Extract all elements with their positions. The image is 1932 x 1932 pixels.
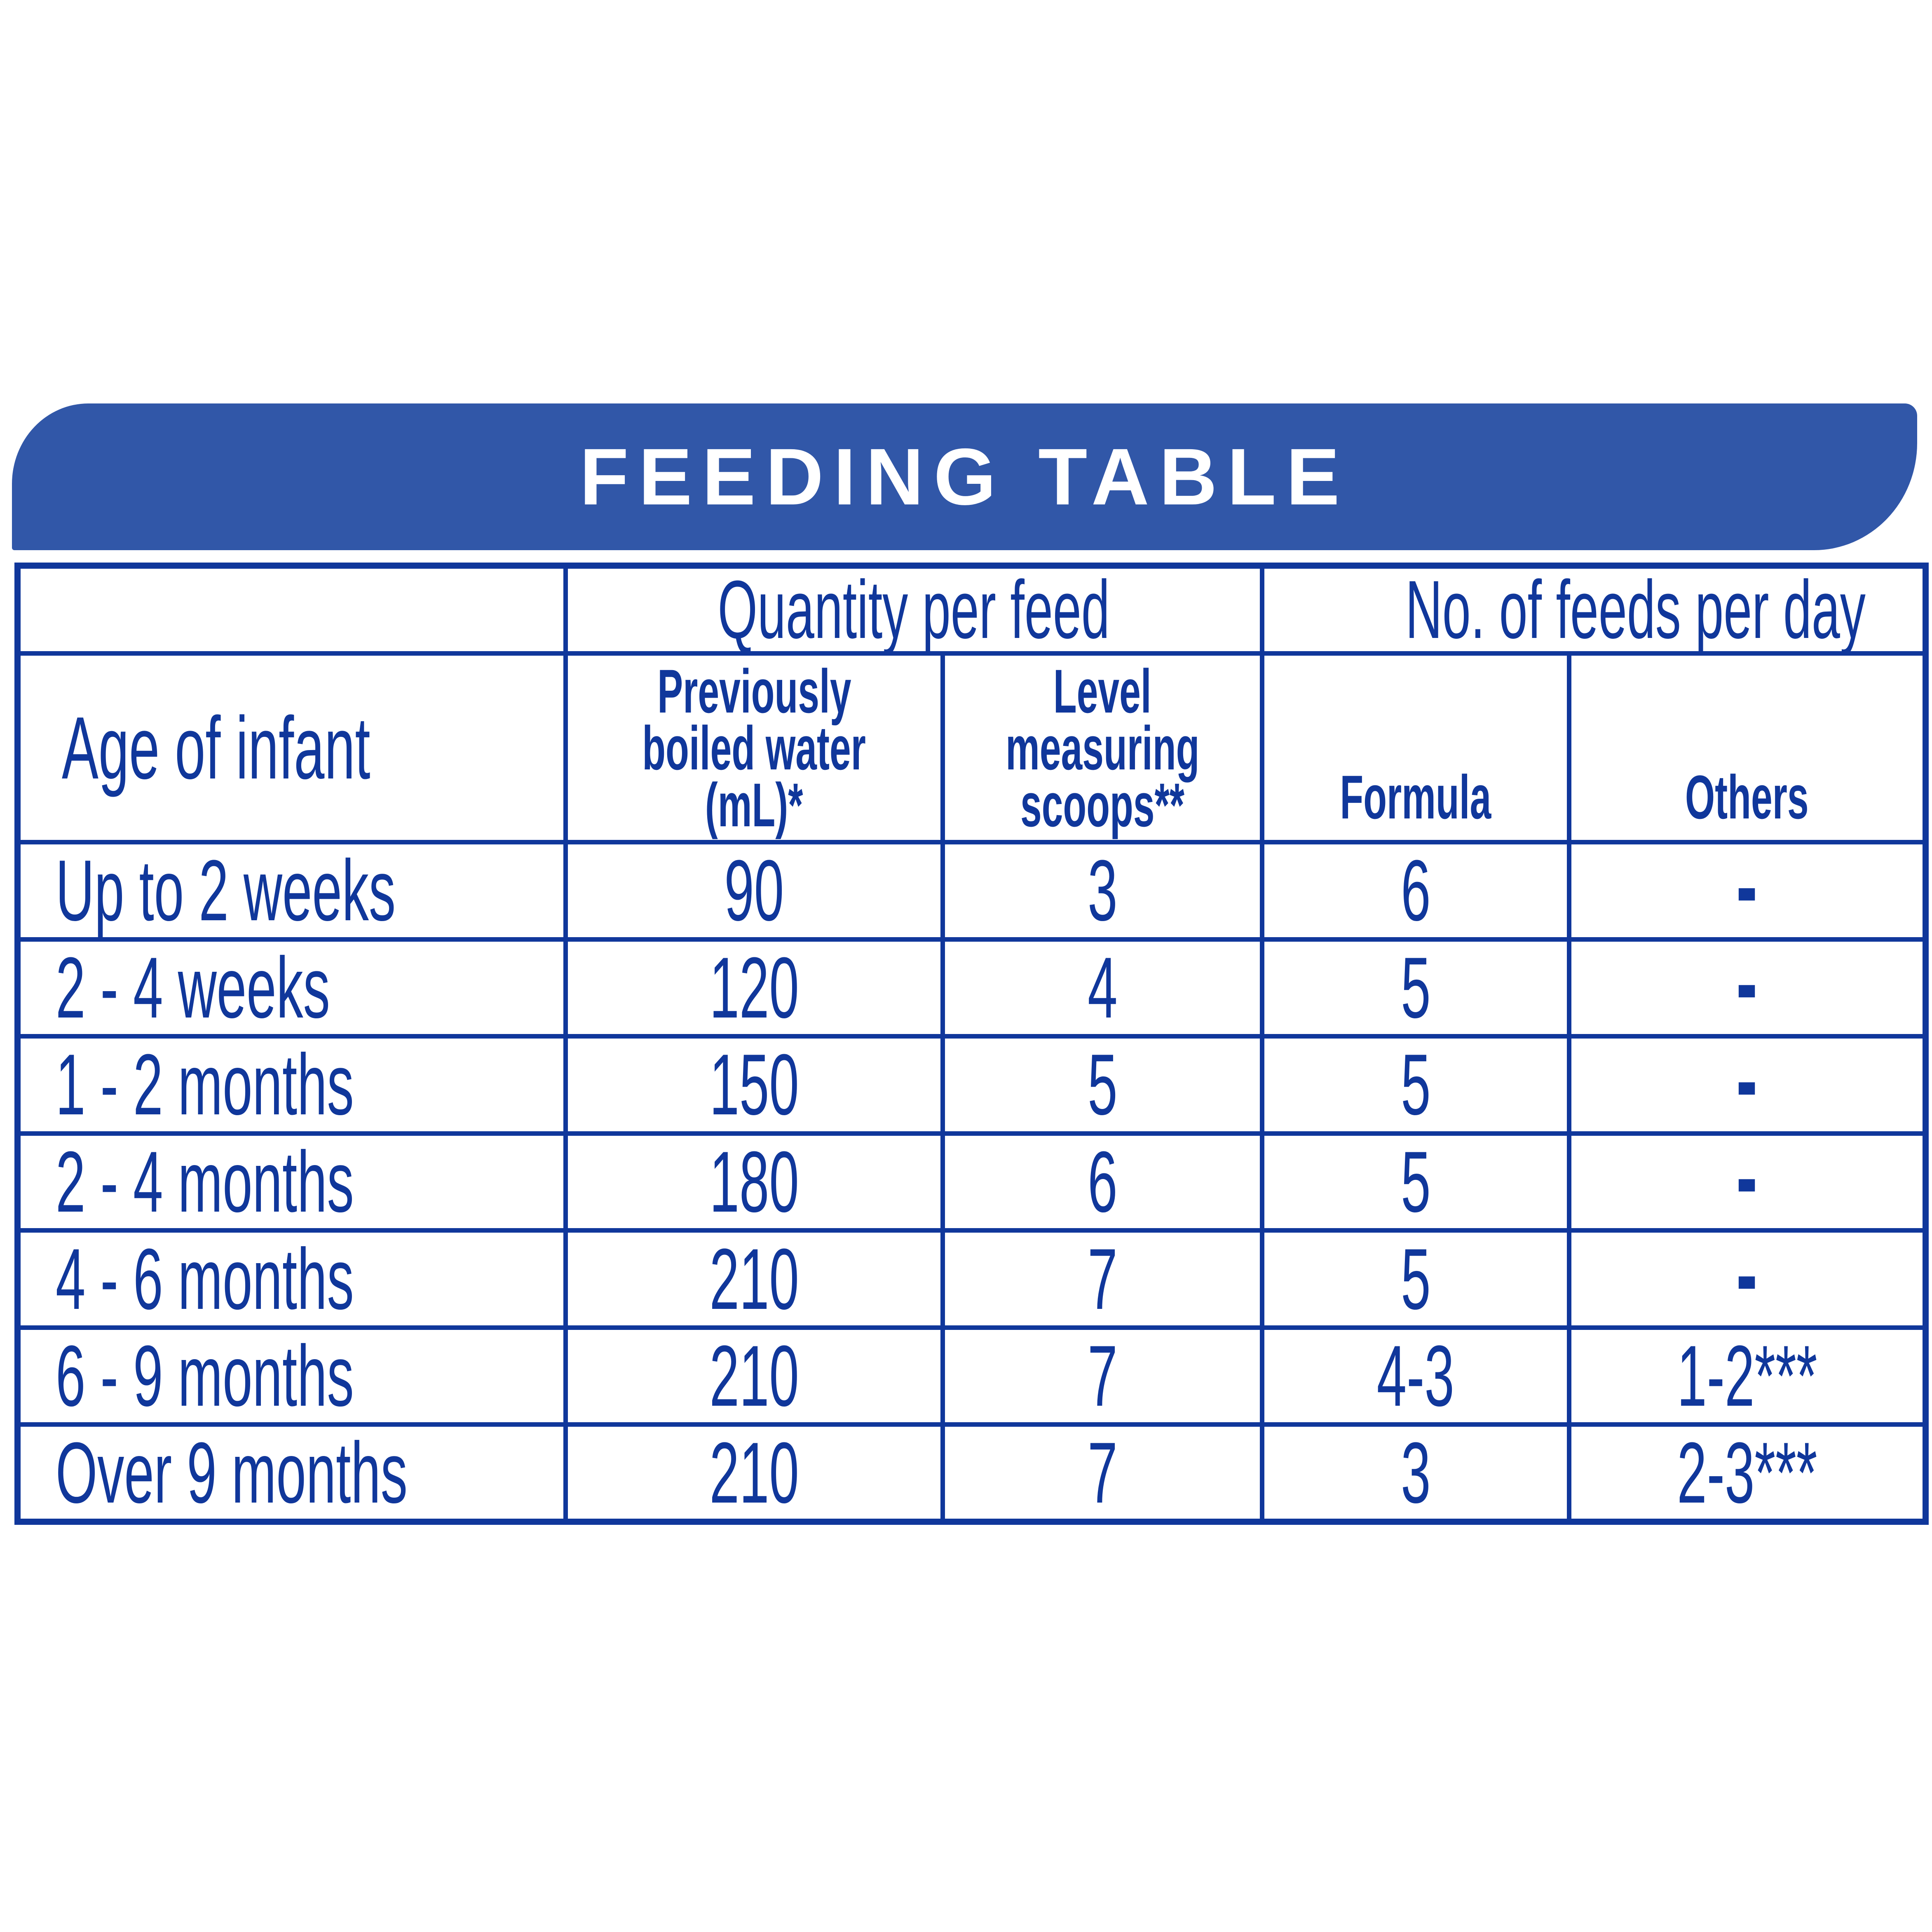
cell-value: 4 [1087,939,1118,1036]
cell-others: 1-2*** [1566,1325,1928,1427]
cell-value: - [1736,1230,1758,1328]
cell-water: 180 [563,1131,945,1233]
cell-age: Up to 2 weeks [15,840,568,942]
cell-value: 7 [1087,1327,1118,1425]
cell-value: 6 - 9 months [56,1327,354,1425]
cell-others: - [1566,1131,1928,1233]
cell-scoops: 6 [940,1131,1264,1233]
header-line: measuring [1005,713,1200,783]
table-row: 1 - 2 months 150 5 5 - [15,1034,1928,1136]
table-row: 4 - 6 months 210 7 5 - [15,1228,1928,1330]
cell-value: 5 [1400,939,1431,1036]
banner: FEEDING TABLE [12,403,1917,550]
cell-others: 2-3*** [1566,1422,1928,1524]
column-header-row: Age of infant Previously boiled water (m… [15,651,1928,844]
cell-formula: 5 [1260,937,1571,1039]
header-line: Level [1053,656,1151,726]
table-row: 6 - 9 months 210 7 4-3 1-2*** [15,1325,1928,1427]
table-row: 2 - 4 months 180 6 5 - [15,1131,1928,1233]
cell-value: 4-3 [1376,1327,1455,1425]
cell-water: 210 [563,1228,945,1330]
cell-value: 2 - 4 weeks [56,939,330,1036]
cell-others: - [1566,1034,1928,1136]
page-title: FEEDING TABLE [579,431,1350,522]
column-header-formula: Formula [1260,651,1571,844]
cell-value: Over 9 months [56,1424,408,1521]
table-row: Over 9 months 210 7 3 2-3*** [15,1422,1928,1524]
cell-scoops: 3 [940,840,1264,942]
cell-value: 6 [1087,1133,1118,1230]
cell-value: 3 [1400,1424,1431,1521]
cell-formula: 5 [1260,1228,1571,1330]
cell-value: 2 - 4 months [56,1133,354,1230]
table-body: Up to 2 weeks 90 3 6-2 - 4 weeks 120 4 5-1 - 2… [15,840,1928,1524]
cell-value: 1 - 2 months [56,1036,354,1133]
cell-scoops: 7 [940,1228,1264,1330]
cell-value: 180 [709,1133,799,1230]
cell-value: 5 [1087,1036,1118,1133]
header-line: (mL)* [705,770,803,839]
cell-scoops: 5 [940,1034,1264,1136]
cell-value: 150 [709,1036,799,1133]
cell-others: - [1566,840,1928,942]
cell-formula: 3 [1260,1422,1571,1524]
column-header-water: Previously boiled water (mL)* [563,651,945,844]
cell-value: 5 [1400,1036,1431,1133]
cell-others: - [1566,937,1928,1039]
group-header-row: Quantity per feed No. of feeds per day [15,563,1928,656]
cell-value: 7 [1087,1424,1118,1521]
cell-value: - [1736,939,1758,1036]
cell-age: 6 - 9 months [15,1325,568,1427]
corner-cell [15,563,568,656]
header-line: boiled water [642,713,866,783]
column-header-age: Age of infant [15,651,568,844]
cell-value: 1-2*** [1676,1327,1817,1425]
table-row: Up to 2 weeks 90 3 6 - [15,840,1928,942]
cell-value: - [1736,1133,1758,1231]
header-line: scoops** [1020,770,1184,839]
cell-value: - [1736,1036,1758,1134]
cell-value: 4 - 6 months [56,1230,354,1327]
cell-age: 4 - 6 months [15,1228,568,1330]
table-row: 2 - 4 weeks 120 4 5 - [15,937,1928,1039]
cell-age: 2 - 4 months [15,1131,568,1233]
cell-water: 210 [563,1422,945,1524]
cell-age: Over 9 months [15,1422,568,1524]
cell-value: 210 [709,1230,799,1327]
cell-formula: 5 [1260,1131,1571,1233]
cell-value: 6 [1400,842,1431,939]
cell-formula: 4-3 [1260,1325,1571,1427]
column-header-scoops: Level measuring scoops** [940,651,1264,844]
cell-value: 210 [709,1424,799,1521]
cell-scoops: 7 [940,1325,1264,1427]
cell-value: 2-3*** [1676,1424,1817,1521]
cell-value: - [1736,842,1758,940]
column-header-others: Others [1566,651,1928,844]
cell-value: 90 [724,842,784,939]
cell-water: 210 [563,1325,945,1427]
feeding-table: Quantity per feed No. of feeds per day A… [14,563,1929,1525]
cell-water: 90 [563,840,945,942]
cell-value: 3 [1087,842,1118,939]
cell-formula: 5 [1260,1034,1571,1136]
cell-water: 120 [563,937,945,1039]
group-header-feeds: No. of feeds per day [1259,563,1928,656]
cell-value: 5 [1400,1133,1431,1230]
header-line: Previously [657,656,851,726]
cell-age: 2 - 4 weeks [15,937,568,1039]
cell-value: 7 [1087,1230,1118,1327]
group-header-quantity: Quantity per feed [563,563,1264,656]
cell-age: 1 - 2 months [15,1034,568,1136]
cell-others: - [1566,1228,1928,1330]
cell-value: 120 [709,939,799,1036]
cell-water: 150 [563,1034,945,1136]
cell-value: Up to 2 weeks [56,842,396,939]
cell-formula: 6 [1260,840,1571,942]
cell-value: 5 [1400,1230,1431,1327]
cell-scoops: 4 [940,937,1264,1039]
cell-value: 210 [709,1327,799,1425]
cell-scoops: 7 [940,1422,1264,1524]
